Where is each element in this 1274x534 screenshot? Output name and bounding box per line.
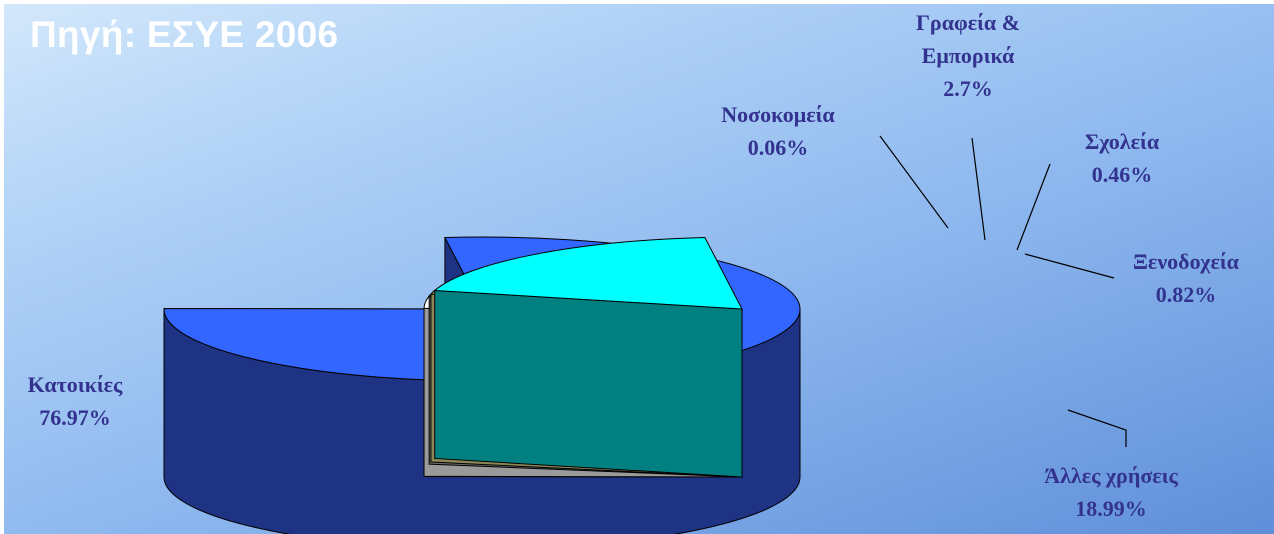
leader-line-2 [971, 137, 986, 241]
slice-label-2-line-0: Γραφεία & [916, 10, 1020, 35]
slice-value-label-4: 0.82% [1156, 282, 1217, 307]
leader-line-5 [1067, 409, 1127, 447]
slice-value-label-3: 0.46% [1092, 162, 1153, 187]
leader-line-3 [1016, 163, 1051, 251]
slice-label-3: Σχολεία [1085, 129, 1160, 154]
pie-slice-5 [433, 236, 743, 478]
slice-value-label-2: 2.7% [943, 76, 993, 101]
slice-value-label-5: 18.99% [1075, 496, 1147, 521]
slice-label-1: Νοσοκομεία [721, 102, 835, 127]
slice-label-5: Άλλες χρήσεις [1044, 463, 1178, 488]
slice-label-0: Κατοικίες [28, 372, 123, 397]
slice-label-2-line-1: Εμπορικά [922, 43, 1015, 68]
leader-line-4 [1024, 253, 1115, 279]
source-title: Πηγή: ΕΣΥΕ 2006 [30, 14, 339, 55]
slice-label-4: Ξενοδοχεία [1133, 249, 1240, 274]
slice-value-label-0: 76.97% [39, 405, 111, 430]
slice-value-label-1: 0.06% [748, 135, 809, 160]
leader-line-1 [879, 135, 949, 229]
